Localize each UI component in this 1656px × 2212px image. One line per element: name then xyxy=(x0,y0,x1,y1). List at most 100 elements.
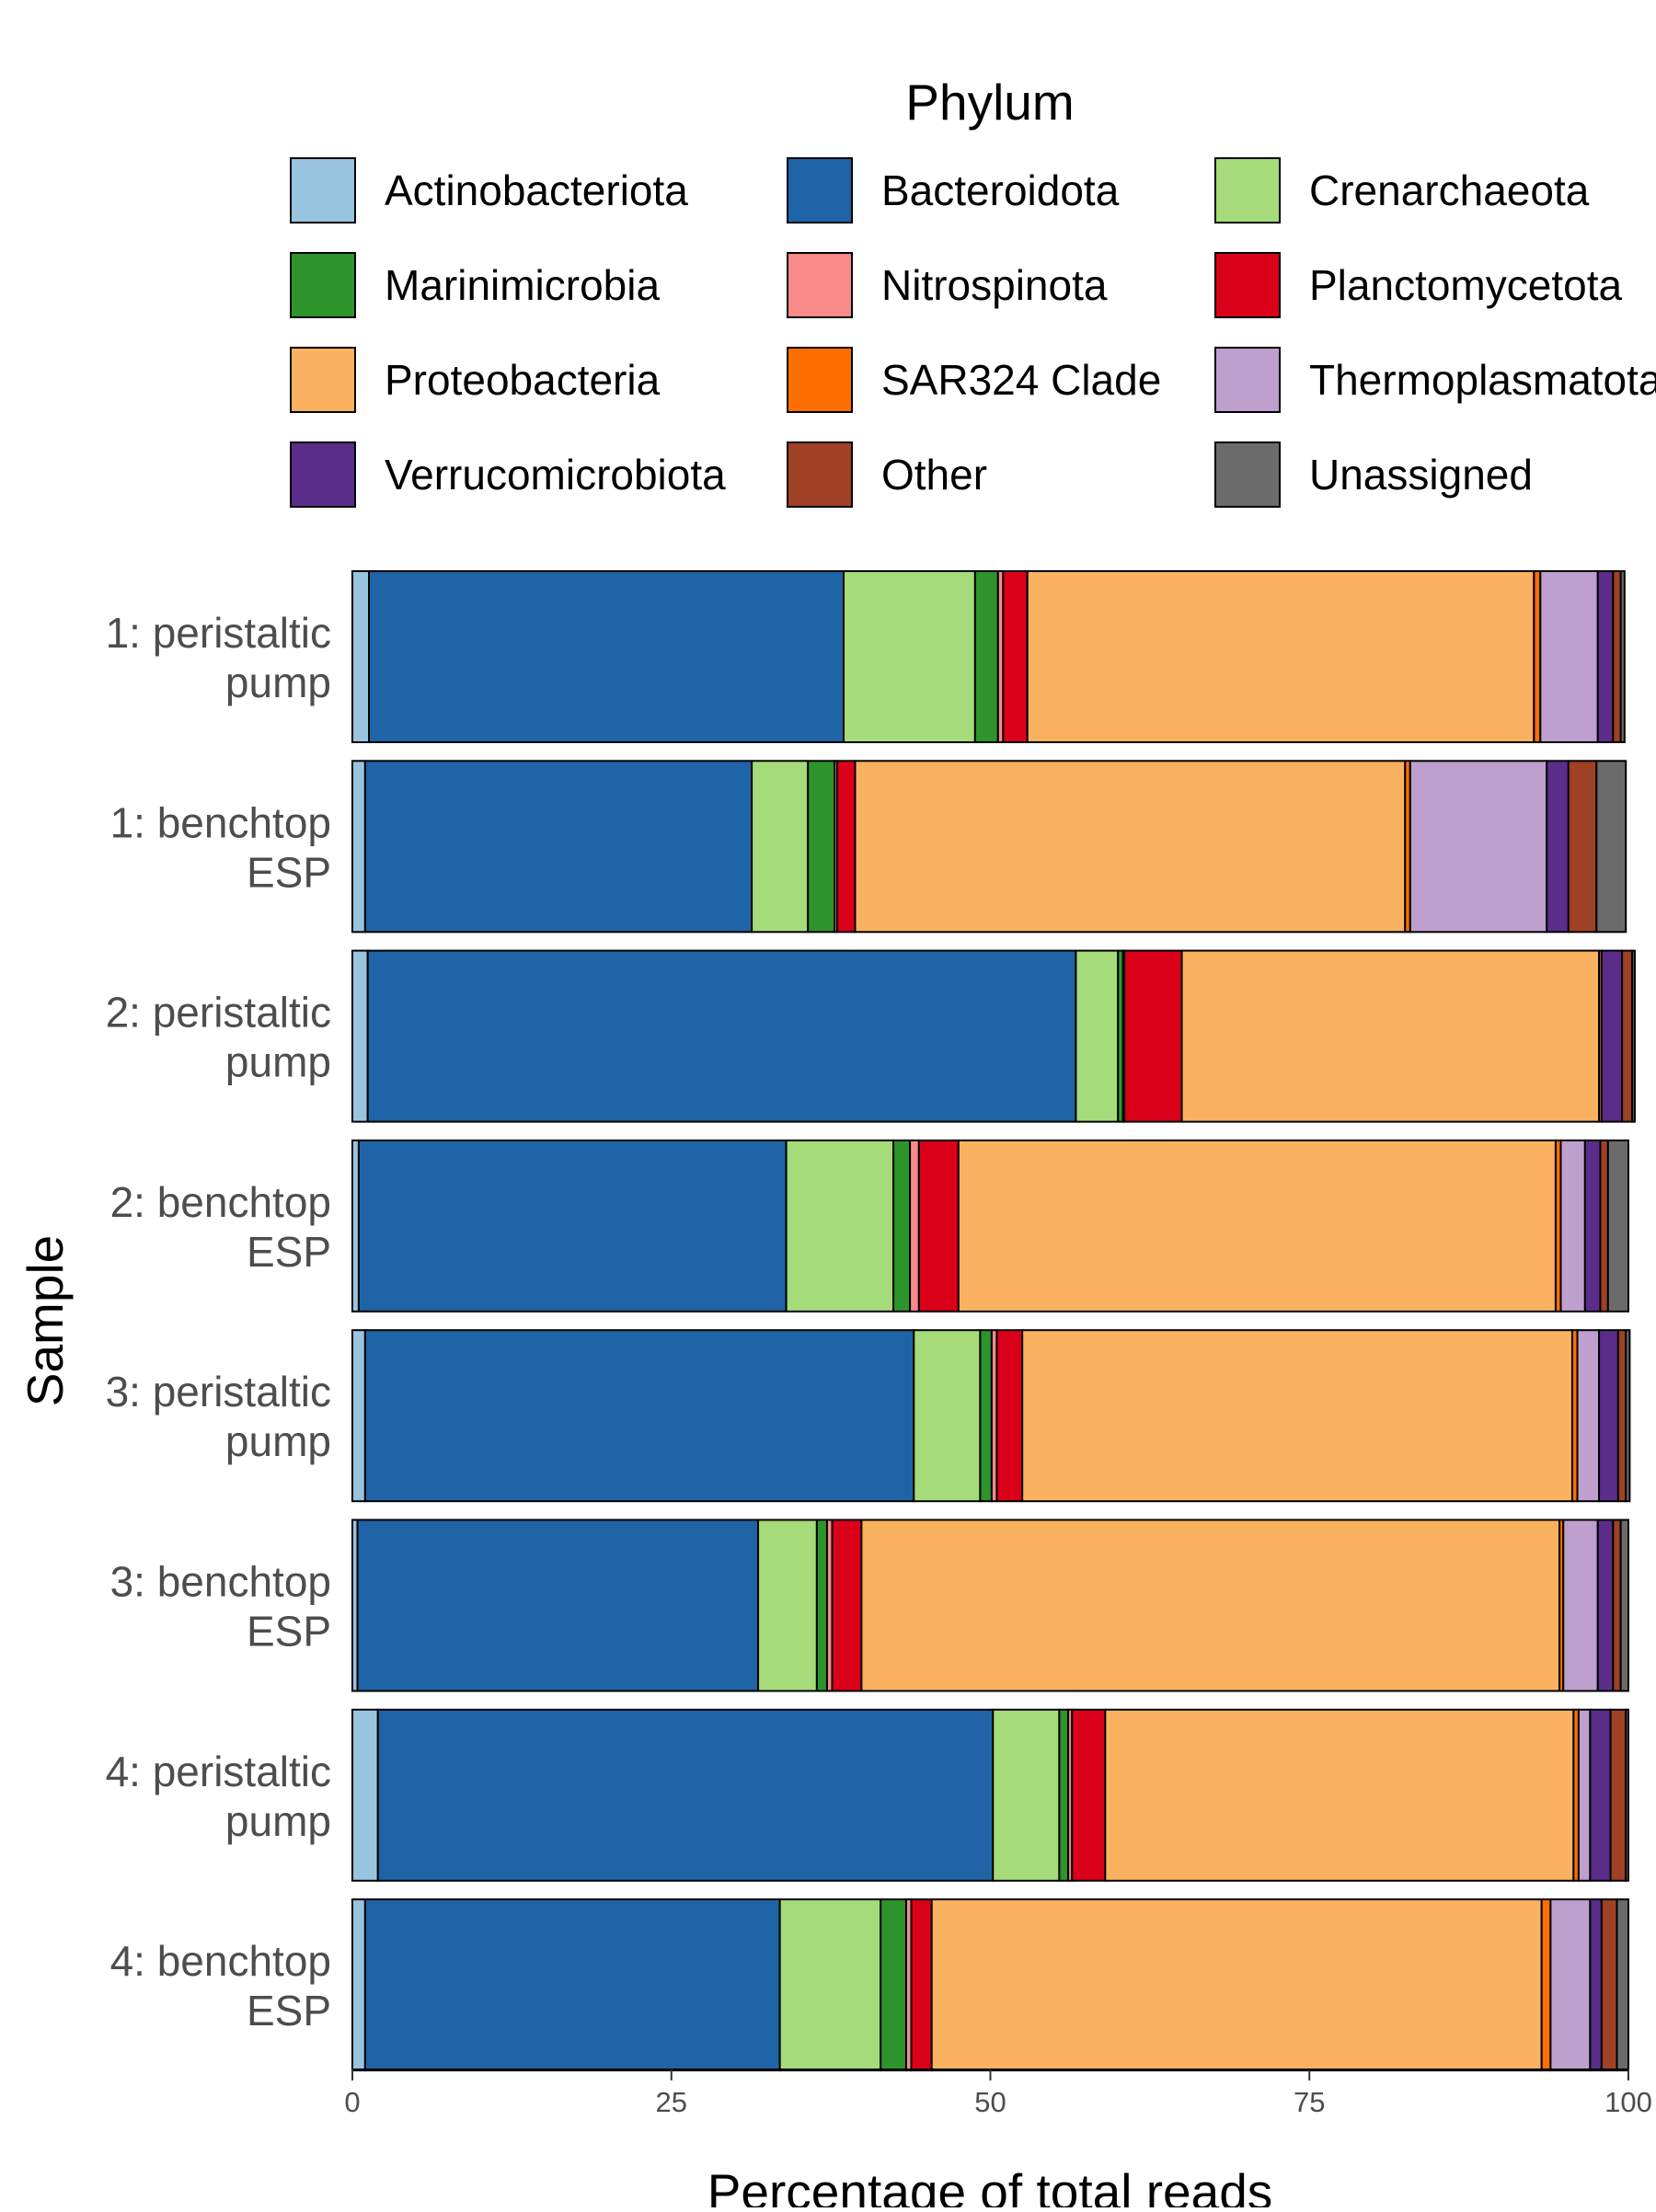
bar-segment-planctomycetota-3 xyxy=(1123,949,1183,1123)
y-tick-label-6: 3: benchtop ESP xyxy=(110,1558,331,1656)
legend-key-crenarchaeota xyxy=(1214,157,1281,223)
legend-title: Phylum xyxy=(905,74,1074,131)
bar-segment-thermoplasmatota-8 xyxy=(1549,1898,1592,2072)
bar-segment-actinobacteriota-3 xyxy=(351,949,369,1123)
legend-label-bacteroidota: Bacteroidota xyxy=(881,166,1120,214)
bar-segment-nitrospinota-4 xyxy=(909,1139,920,1312)
x-axis: 0 25 50 75 100 xyxy=(344,2069,1652,2118)
x-tick-label-100: 100 xyxy=(1604,2086,1652,2118)
bar-segment-planctomycetota-7 xyxy=(1071,1708,1107,1882)
bar-segment-verrucomicrobiota-6 xyxy=(1596,1519,1615,1692)
bar-segment-thermoplasmatota-6 xyxy=(1562,1519,1599,1692)
bar-segment-proteobacteria-5 xyxy=(1021,1329,1573,1503)
legend: Actinobacteriota Bacteroidota Crenarchaeot… xyxy=(290,157,1656,508)
bar-segment-proteobacteria-8 xyxy=(930,1898,1543,2072)
bar-segment-thermoplasmatota-1 xyxy=(1539,570,1599,743)
bar-segment-thermoplasmatota-7 xyxy=(1577,1708,1592,1882)
bar-segment-marinimicrobia-1 xyxy=(973,570,999,743)
bar-segment-verrucomicrobiota-3 xyxy=(1600,949,1624,1123)
y-tick-label-5: 3: peristaltic pump xyxy=(106,1368,331,1465)
bar-segment-crenarchaeota-5 xyxy=(913,1329,982,1503)
legend-label-sar324-clade: SAR324 Clade xyxy=(881,356,1161,404)
bar-segment-other-3 xyxy=(1621,949,1634,1123)
bar-segment-crenarchaeota-3 xyxy=(1075,949,1120,1123)
y-tick-label-2: 1: benchtop ESP xyxy=(110,798,331,896)
legend-label-unassigned: Unassigned xyxy=(1309,451,1533,499)
bar-segment-bacteroidota-1 xyxy=(368,570,845,743)
bar-segment-verrucomicrobiota-2 xyxy=(1546,760,1570,934)
bar-segment-bacteroidota-8 xyxy=(363,1898,781,2072)
bar-segment-thermoplasmatota-4 xyxy=(1559,1139,1586,1312)
bar-segment-marinimicrobia-2 xyxy=(807,760,836,934)
bar-segment-unassigned-8 xyxy=(1616,1898,1629,2072)
legend-key-other xyxy=(787,441,853,508)
bar-segment-bacteroidota-2 xyxy=(363,760,753,934)
bar-segment-sar324-clade-1 xyxy=(1533,570,1542,743)
legend-label-marinimicrobia: Marinimicrobia xyxy=(385,261,660,309)
y-axis: 1: peristaltic pump 1: benchtop ESP 2: peris… xyxy=(106,609,331,2034)
bar-segment-unassigned-5 xyxy=(1625,1329,1631,1503)
bar-segment-bacteroidota-5 xyxy=(363,1329,915,1503)
y-axis-title: Sample xyxy=(17,1235,74,1406)
bar-segment-thermoplasmatota-2 xyxy=(1409,760,1548,934)
bar-segment-crenarchaeota-4 xyxy=(785,1139,895,1312)
bar-segment-marinimicrobia-7 xyxy=(1058,1708,1070,1882)
legend-key-thermoplasmatota xyxy=(1214,347,1281,413)
bar-segment-other-1 xyxy=(1612,570,1622,743)
bar-segment-planctomycetota-1 xyxy=(1002,570,1029,743)
bar-segment-crenarchaeota-8 xyxy=(778,1898,882,2072)
x-tick-label-75: 75 xyxy=(1294,2086,1325,2118)
bar-segment-actinobacteriota-8 xyxy=(351,1898,366,2072)
legend-key-nitrospinota xyxy=(787,252,853,318)
bar-segment-bacteroidota-4 xyxy=(357,1139,788,1312)
bar-segment-proteobacteria-7 xyxy=(1104,1708,1575,1882)
bar-segment-unassigned-6 xyxy=(1619,1519,1629,1692)
legend-label-verrucomicrobiota: Verrucomicrobiota xyxy=(385,451,726,499)
bar-segment-crenarchaeota-2 xyxy=(751,760,810,934)
y-tick-label-4: 2: benchtop ESP xyxy=(110,1178,331,1276)
bar-segment-other-8 xyxy=(1600,1898,1618,2072)
legend-label-nitrospinota: Nitrospinota xyxy=(881,261,1108,309)
legend-label-planctomycetota: Planctomycetota xyxy=(1309,261,1622,309)
bar-segment-proteobacteria-1 xyxy=(1026,570,1535,743)
legend-key-sar324-clade xyxy=(787,347,853,413)
bar-segment-marinimicrobia-5 xyxy=(979,1329,993,1503)
bar-segment-other-7 xyxy=(1609,1708,1627,1882)
bar-segment-proteobacteria-3 xyxy=(1180,949,1601,1123)
bar-segment-actinobacteriota-7 xyxy=(351,1708,379,1882)
legend-key-proteobacteria xyxy=(290,347,356,413)
bar-segment-actinobacteriota-5 xyxy=(351,1329,366,1503)
bar-segment-unassigned-1 xyxy=(1619,570,1626,743)
bar-segment-actinobacteriota-1 xyxy=(351,570,371,743)
x-axis-title: Percentage of total reads xyxy=(707,2163,1273,2207)
bar-segment-crenarchaeota-6 xyxy=(757,1519,818,1692)
bar-segment-crenarchaeota-1 xyxy=(842,570,976,743)
bar-segment-marinimicrobia-6 xyxy=(815,1519,828,1692)
bar-segment-unassigned-7 xyxy=(1625,1708,1629,1882)
bar-segment-thermoplasmatota-5 xyxy=(1576,1329,1601,1503)
bar-segment-other-4 xyxy=(1599,1139,1609,1312)
bar-segment-verrucomicrobiota-7 xyxy=(1589,1708,1612,1882)
bar-segment-planctomycetota-2 xyxy=(836,760,857,934)
bar-segment-planctomycetota-5 xyxy=(995,1329,1024,1503)
bar-segment-planctomycetota-6 xyxy=(831,1519,863,1692)
bar-segment-actinobacteriota-4 xyxy=(351,1139,360,1312)
bar-segment-planctomycetota-8 xyxy=(910,1898,933,2072)
legend-key-marinimicrobia xyxy=(290,252,356,318)
legend-key-planctomycetota xyxy=(1214,252,1281,318)
bar-segment-unassigned-4 xyxy=(1606,1139,1629,1312)
bar-segment-verrucomicrobiota-8 xyxy=(1589,1898,1603,2072)
y-tick-label-3: 2: peristaltic pump xyxy=(106,989,331,1086)
bar-segment-other-6 xyxy=(1612,1519,1622,1692)
bar-segment-marinimicrobia-8 xyxy=(880,1898,907,2072)
legend-label-proteobacteria: Proteobacteria xyxy=(385,356,661,404)
bar-segment-bacteroidota-3 xyxy=(366,949,1077,1123)
legend-label-actinobacteriota: Actinobacteriota xyxy=(385,166,688,214)
y-tick-label-7: 4: peristaltic pump xyxy=(106,1748,331,1845)
bar-segment-proteobacteria-2 xyxy=(854,760,1407,934)
legend-key-verrucomicrobiota xyxy=(290,441,356,508)
bar-segment-proteobacteria-6 xyxy=(860,1519,1561,1692)
bar-segment-actinobacteriota-2 xyxy=(351,760,366,934)
